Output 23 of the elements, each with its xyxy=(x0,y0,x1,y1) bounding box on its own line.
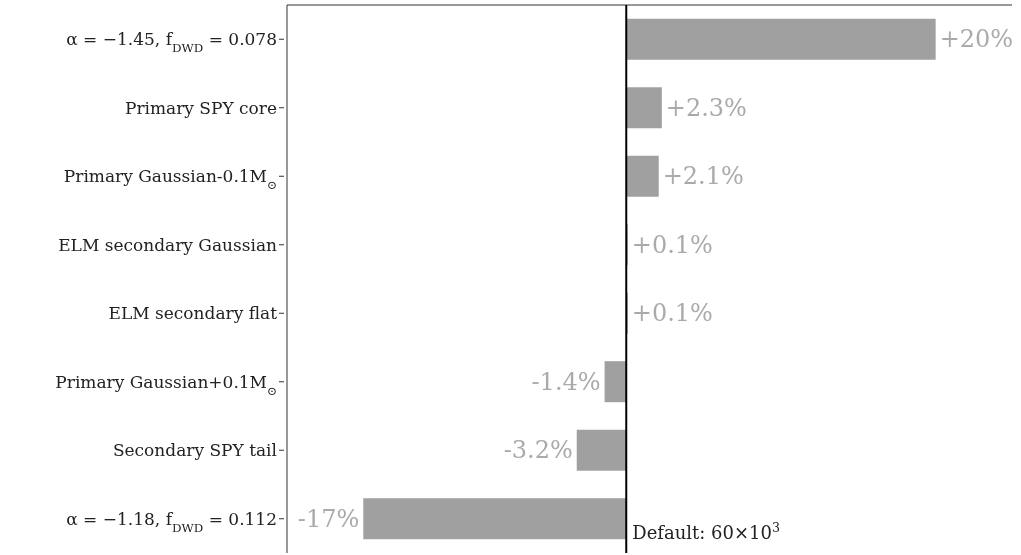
y-tick-label: α = −1.45, f$_{DWD}$ = 0.078 xyxy=(66,29,277,56)
annotation: Default: 60×10$^{3}$ xyxy=(632,519,781,543)
bar xyxy=(626,87,662,129)
y-tick-label: Primary Gaussian-0.1M$_{⊙}$ xyxy=(63,166,277,193)
bar xyxy=(576,429,627,471)
data-label: -1.4% xyxy=(531,367,601,396)
bar xyxy=(626,18,936,60)
data-label: -17% xyxy=(297,504,360,533)
data-label: -3.2% xyxy=(503,436,573,465)
y-tick-label: Secondary SPY tail xyxy=(112,440,277,461)
y-tick-label: Primary SPY core xyxy=(124,97,277,118)
y-tick-label: ELM secondary flat xyxy=(108,303,278,324)
data-label: +2.1% xyxy=(662,162,744,191)
data-label: +20% xyxy=(939,25,1014,54)
y-tick-label: ELM secondary Gaussian xyxy=(58,234,278,255)
y-tick-label: Primary Gaussian+0.1M$_{⊙}$ xyxy=(55,371,277,398)
y-tick-label: α = −1.18, f$_{DWD}$ = 0.112 xyxy=(66,508,277,535)
bar xyxy=(604,361,627,403)
data-label: +0.1% xyxy=(631,230,713,259)
bar xyxy=(626,155,659,197)
data-label: +0.1% xyxy=(631,299,713,328)
bar xyxy=(363,498,627,540)
data-label: +2.3% xyxy=(665,93,747,122)
